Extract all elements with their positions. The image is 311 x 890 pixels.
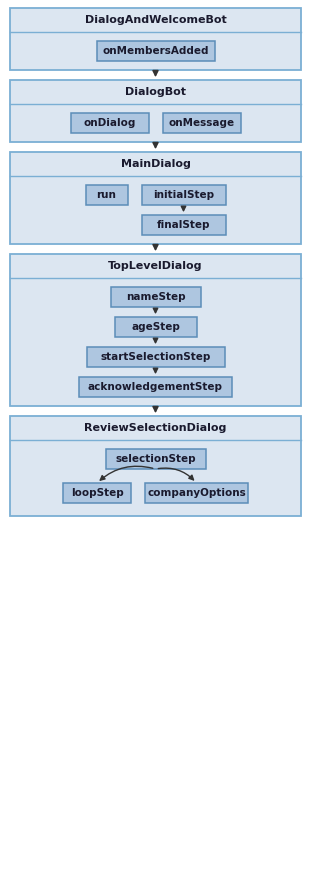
Text: acknowledgementStep: acknowledgementStep	[88, 382, 223, 392]
Text: nameStep: nameStep	[126, 292, 185, 302]
FancyBboxPatch shape	[10, 152, 301, 244]
FancyBboxPatch shape	[96, 41, 215, 61]
FancyBboxPatch shape	[79, 377, 232, 397]
Text: initialStep: initialStep	[153, 190, 214, 200]
FancyBboxPatch shape	[114, 317, 197, 337]
FancyBboxPatch shape	[145, 483, 248, 503]
FancyBboxPatch shape	[10, 80, 301, 142]
FancyBboxPatch shape	[142, 185, 225, 205]
Text: onDialog: onDialog	[83, 118, 136, 128]
Text: ageStep: ageStep	[131, 322, 180, 332]
Text: selectionStep: selectionStep	[115, 454, 196, 464]
Text: MainDialog: MainDialog	[121, 159, 190, 169]
FancyBboxPatch shape	[163, 113, 240, 133]
FancyBboxPatch shape	[110, 287, 201, 307]
Text: companyOptions: companyOptions	[147, 488, 246, 498]
Text: DialogBot: DialogBot	[125, 87, 186, 97]
FancyBboxPatch shape	[63, 483, 131, 503]
Text: startSelectionStep: startSelectionStep	[100, 352, 211, 362]
Text: DialogAndWelcomeBot: DialogAndWelcomeBot	[85, 15, 226, 25]
FancyBboxPatch shape	[142, 215, 225, 235]
Text: run: run	[96, 190, 116, 200]
Text: TopLevelDialog: TopLevelDialog	[108, 261, 203, 271]
Text: ReviewSelectionDialog: ReviewSelectionDialog	[84, 423, 227, 433]
Text: finalStep: finalStep	[157, 220, 210, 230]
FancyBboxPatch shape	[105, 449, 206, 469]
Text: loopStep: loopStep	[71, 488, 123, 498]
FancyBboxPatch shape	[10, 8, 301, 70]
FancyBboxPatch shape	[86, 347, 225, 367]
FancyBboxPatch shape	[10, 254, 301, 406]
FancyBboxPatch shape	[10, 416, 301, 516]
Text: onMembersAdded: onMembersAdded	[102, 46, 209, 56]
Text: onMessage: onMessage	[169, 118, 234, 128]
FancyBboxPatch shape	[86, 185, 128, 205]
FancyBboxPatch shape	[71, 113, 148, 133]
